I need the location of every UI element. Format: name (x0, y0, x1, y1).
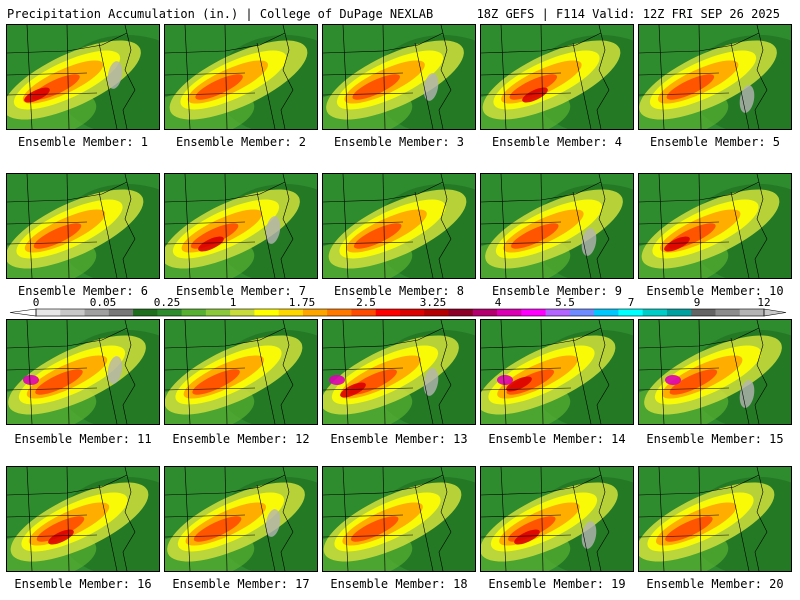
member-map-6 (6, 173, 160, 279)
member-caption: Ensemble Member: 3 (333, 135, 465, 149)
colorbar-tick-label: 2.5 (356, 296, 376, 309)
page-title: Precipitation Accumulation (in.) | Colle… (7, 7, 434, 21)
member-caption: Ensemble Member: 11 (14, 432, 152, 446)
colorbar-swatch (497, 309, 522, 316)
valid-time: 18Z GEFS | F114 Valid: 12Z FRI SEP 26 20… (476, 7, 780, 21)
member-caption: Ensemble Member: 18 (330, 577, 468, 591)
member-caption: Ensemble Member: 13 (330, 432, 468, 446)
colorbar-arrow-right (763, 308, 787, 317)
colorbar-swatch (205, 309, 231, 316)
member-caption: Ensemble Member: 17 (172, 577, 310, 591)
member-map-1 (6, 24, 160, 130)
colorbar-tick-label: 5.5 (555, 296, 575, 309)
colorbar-tick-label: 0.05 (89, 296, 117, 309)
member-map-5 (638, 24, 792, 130)
colorbar-tick-label: 0.25 (153, 296, 181, 309)
member-map-4 (480, 24, 634, 130)
member-map-10 (638, 173, 792, 279)
member-caption: Ensemble Member: 9 (491, 284, 623, 298)
member-caption: Ensemble Member: 20 (646, 577, 784, 591)
colorbar-swatch (715, 309, 741, 316)
member-map-19 (480, 466, 634, 572)
member-caption: Ensemble Member: 10 (646, 284, 784, 298)
colorbar-swatch (278, 309, 304, 316)
member-map-8 (322, 173, 476, 279)
colorbar-swatch (569, 309, 595, 316)
colorbar-swatch (521, 309, 547, 316)
member-caption: Ensemble Member: 5 (649, 135, 781, 149)
member-map-16 (6, 466, 160, 572)
colorbar-swatch (545, 309, 571, 316)
member-caption: Ensemble Member: 15 (646, 432, 784, 446)
colorbar-swatch (739, 309, 765, 316)
colorbar-tick-label: 1 (229, 296, 237, 309)
member-caption: Ensemble Member: 8 (333, 284, 465, 298)
member-map-12 (164, 319, 318, 425)
member-caption: Ensemble Member: 16 (14, 577, 152, 591)
member-map-14 (480, 319, 634, 425)
colorbar-swatch (448, 309, 474, 316)
colorbar-swatch (375, 309, 401, 316)
colorbar-swatch (400, 309, 425, 316)
colorbar-swatch (36, 309, 61, 316)
colorbar-tick-label: 0 (32, 296, 40, 309)
colorbar-swatch (157, 309, 183, 316)
colorbar-arrow-left (9, 308, 37, 317)
colorbar-swatch (84, 309, 110, 316)
colorbar-swatch (108, 309, 134, 316)
member-caption: Ensemble Member: 12 (172, 432, 310, 446)
member-map-13 (322, 319, 476, 425)
member-map-20 (638, 466, 792, 572)
colorbar-tick-label: 3.25 (419, 296, 447, 309)
colorbar-swatch (666, 309, 692, 316)
colorbar-swatch (230, 309, 255, 316)
member-map-18 (322, 466, 476, 572)
colorbar-swatch (691, 309, 716, 316)
colorbar (9, 308, 787, 317)
member-caption: Ensemble Member: 2 (175, 135, 307, 149)
member-caption: Ensemble Member: 14 (488, 432, 626, 446)
member-map-2 (164, 24, 318, 130)
colorbar-tick-label: 4 (494, 296, 502, 309)
member-caption: Ensemble Member: 4 (491, 135, 623, 149)
colorbar-swatch (181, 309, 207, 316)
member-caption: Ensemble Member: 7 (175, 284, 307, 298)
colorbar-swatch (472, 309, 498, 316)
member-map-11 (6, 319, 160, 425)
member-caption: Ensemble Member: 6 (17, 284, 149, 298)
colorbar-tick-label: 9 (693, 296, 701, 309)
colorbar-swatch (642, 309, 668, 316)
member-map-9 (480, 173, 634, 279)
colorbar-swatch (133, 309, 158, 316)
colorbar-tick-label: 1.75 (288, 296, 316, 309)
colorbar-swatch (60, 309, 86, 316)
member-map-3 (322, 24, 476, 130)
colorbar-swatch (302, 309, 328, 316)
colorbar-swatch (327, 309, 352, 316)
colorbar-swatch (254, 309, 280, 316)
member-map-15 (638, 319, 792, 425)
member-map-7 (164, 173, 318, 279)
member-caption: Ensemble Member: 19 (488, 577, 626, 591)
colorbar-swatch (618, 309, 644, 316)
member-map-17 (164, 466, 318, 572)
colorbar-tick-label: 12 (757, 296, 771, 309)
member-caption: Ensemble Member: 1 (17, 135, 149, 149)
colorbar-swatch (594, 309, 619, 316)
colorbar-swatch (351, 309, 377, 316)
colorbar-swatch (424, 309, 450, 316)
colorbar-tick-label: 7 (627, 296, 635, 309)
